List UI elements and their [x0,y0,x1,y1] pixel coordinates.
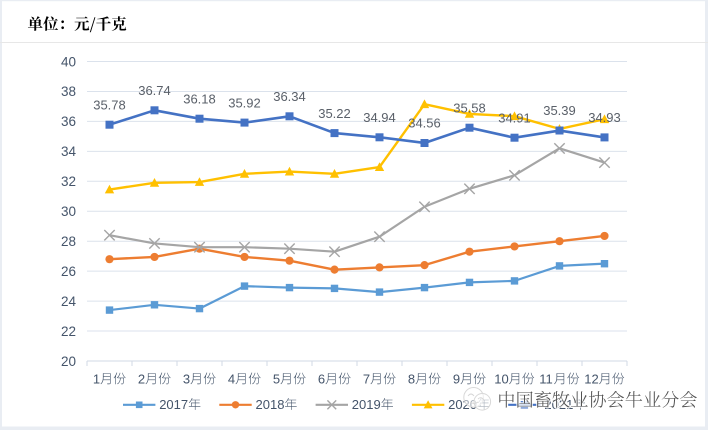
svg-text:1: 1 [93,371,100,386]
svg-text:5: 5 [273,371,280,386]
svg-text:12: 12 [584,371,598,386]
svg-text:10: 10 [494,371,508,386]
svg-text:38: 38 [61,84,76,99]
svg-text:35.92: 35.92 [228,95,261,110]
svg-text:22: 22 [61,324,76,339]
svg-text:36: 36 [61,114,76,129]
svg-text:34.91: 34.91 [498,110,531,125]
svg-text:11: 11 [539,371,553,386]
svg-text:2: 2 [138,371,145,386]
svg-text:35.39: 35.39 [543,103,576,118]
svg-text:24: 24 [61,294,77,309]
svg-text:34: 34 [61,144,77,159]
svg-text:9: 9 [453,371,460,386]
svg-text:3: 3 [183,371,190,386]
svg-text:2019: 2019 [352,397,381,412]
svg-text:28: 28 [61,234,76,249]
svg-text:6: 6 [318,371,325,386]
svg-text:7: 7 [363,371,370,386]
svg-text:35.78: 35.78 [93,97,126,112]
svg-text:34.94: 34.94 [363,110,396,125]
svg-text:35.22: 35.22 [318,106,351,121]
svg-text:40: 40 [61,54,76,69]
svg-text:32: 32 [61,174,76,189]
svg-text:20: 20 [61,354,76,369]
svg-text:34.56: 34.56 [408,116,441,131]
svg-text:35.58: 35.58 [453,100,486,115]
svg-text:26: 26 [61,264,76,279]
svg-text:2017: 2017 [159,397,188,412]
svg-text:36.34: 36.34 [273,89,306,104]
svg-text:4: 4 [228,371,235,386]
svg-text:34.93: 34.93 [588,110,621,125]
svg-text:30: 30 [61,204,76,219]
svg-text:36.18: 36.18 [183,91,216,106]
svg-text:2018: 2018 [256,397,285,412]
svg-text:8: 8 [408,371,415,386]
svg-text:36.74: 36.74 [138,83,171,98]
